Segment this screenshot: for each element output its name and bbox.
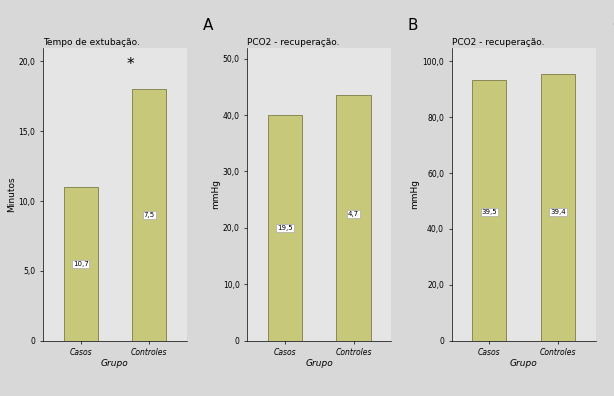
Text: *: *	[126, 57, 134, 72]
Text: 4,7: 4,7	[348, 211, 359, 217]
Text: 39,5: 39,5	[481, 209, 497, 215]
Bar	[63, 187, 98, 341]
Text: PCO2 - recuperação.: PCO2 - recuperação.	[247, 38, 340, 47]
X-axis label: Grupo: Grupo	[510, 359, 537, 367]
X-axis label: Grupo: Grupo	[101, 359, 129, 367]
Bar	[132, 89, 166, 341]
Bar	[472, 80, 507, 341]
Text: 19,5: 19,5	[277, 225, 293, 231]
Bar	[268, 115, 302, 341]
Text: PCO2 - recuperação.: PCO2 - recuperação.	[452, 38, 544, 47]
Bar	[336, 95, 371, 341]
Text: 7,5: 7,5	[144, 212, 155, 218]
Bar	[541, 74, 575, 341]
Y-axis label: mmHg: mmHg	[411, 179, 419, 209]
Text: 39,4: 39,4	[550, 209, 565, 215]
Y-axis label: mmHg: mmHg	[211, 179, 220, 209]
X-axis label: Grupo: Grupo	[305, 359, 333, 367]
Text: B: B	[408, 18, 418, 33]
Y-axis label: Minutos: Minutos	[7, 176, 16, 212]
Text: C: C	[612, 18, 614, 33]
Text: Tempo de extubação.: Tempo de extubação.	[43, 38, 140, 47]
Text: 10,7: 10,7	[73, 261, 88, 267]
Text: A: A	[203, 18, 214, 33]
